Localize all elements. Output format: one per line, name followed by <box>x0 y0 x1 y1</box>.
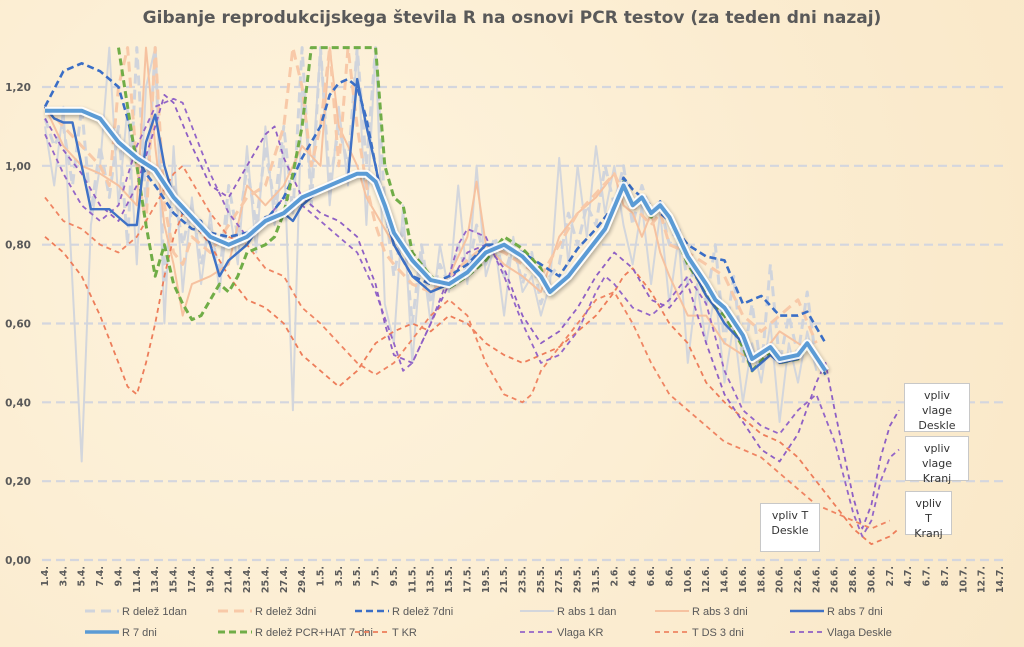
x-tick-label: 25.5. <box>536 566 547 593</box>
x-tick-label: 15.4. <box>169 566 180 593</box>
x-axis: 1.4. 3.4. 5.4. 7.4. 9.4. 11.4. 13.4. 15.4. 17.4.… <box>40 566 1006 593</box>
x-tick-label: 14.7. <box>995 566 1006 593</box>
x-tick-label: 9.5. <box>389 566 400 586</box>
legend-label: Vlaga Deskle <box>827 627 892 639</box>
x-tick-label: 2.6. <box>609 566 620 586</box>
annotation-line2: Kranj <box>914 527 943 540</box>
x-tick-label: 16.6. <box>738 566 749 593</box>
x-tick-label: 20.6. <box>775 566 786 593</box>
x-tick-label: 21.4. <box>224 566 235 593</box>
legend-label: R abs 1 dan <box>557 606 616 618</box>
x-tick-label: 9.4. <box>113 566 124 586</box>
legend: R delež 1dan R delež 3dni R delež 7dni R ab… <box>85 606 892 639</box>
legend-label: R delež 1dan <box>122 606 187 618</box>
legend-label: R delež 7dni <box>392 606 453 618</box>
legend-label: R abs 3 dni <box>692 606 748 618</box>
x-tick-label: 10.6. <box>683 566 694 593</box>
annotation-vlage-kranj: vpliv vlage Kranj <box>905 436 969 485</box>
x-tick-label: 5.4. <box>77 566 88 586</box>
series-line-t-ds-3-dni <box>44 164 891 530</box>
x-tick-label: 13.4. <box>150 566 161 593</box>
y-tick-label: 0,60 <box>5 319 31 331</box>
legend-label: R 7 dni <box>122 627 157 639</box>
x-tick-label: 22.6. <box>793 566 804 593</box>
x-tick-label: 4.7. <box>903 566 914 586</box>
annotation-line2: Deskle <box>918 419 956 432</box>
x-tick-label: 6.7. <box>922 566 933 586</box>
x-tick-label: 29.4. <box>297 566 308 593</box>
legend-label: T DS 3 dni <box>692 627 744 639</box>
annotation-t-deskle: vpliv T Deskle <box>760 503 820 552</box>
x-tick-label: 30.6. <box>866 566 877 593</box>
series-line-vlaga-deskle <box>44 94 900 530</box>
annotation-line1: vpliv T <box>771 509 809 522</box>
series-line-r-7-dni <box>45 108 828 372</box>
x-tick-label: 13.5. <box>426 566 437 593</box>
x-tick-label: 25.4. <box>260 566 271 593</box>
chart-title: Gibanje reprodukcijskega števila R na os… <box>142 8 882 28</box>
x-tick-label: 19.5. <box>481 566 492 593</box>
x-tick-label: 12.7. <box>977 566 988 593</box>
x-tick-label: 23.4. <box>242 566 253 593</box>
y-tick-label: 0,80 <box>5 240 31 252</box>
x-tick-label: 31.5. <box>591 566 602 593</box>
x-tick-label: 5.5. <box>352 566 363 586</box>
series-line-vlaga-kr <box>44 97 900 538</box>
x-tick-label: 24.6. <box>811 566 822 593</box>
series-layer <box>43 46 900 546</box>
y-axis: 0,00 0,20 0,40 0,60 0,80 1,00 1,20 <box>5 82 31 567</box>
annotation-line1: vpliv vlage <box>921 442 953 470</box>
annotation-line1: vpliv vlage <box>921 389 953 417</box>
x-tick-label: 1.4. <box>40 566 51 586</box>
x-tick-label: 7.4. <box>95 566 106 586</box>
x-tick-label: 10.7. <box>958 566 969 593</box>
annotation-line2: Deskle <box>771 524 809 537</box>
annotation-line2: Kranj <box>922 472 952 485</box>
series-line-r-dele-pcr-hat-7-dni <box>117 46 827 373</box>
x-tick-label: 29.5. <box>573 566 584 593</box>
legend-label: T KR <box>392 627 417 639</box>
legend-label: R abs 7 dni <box>827 606 883 618</box>
y-tick-label: 0,00 <box>5 555 31 567</box>
y-tick-label: 1,20 <box>5 82 31 94</box>
x-tick-label: 7.5. <box>371 566 382 586</box>
legend-label: R delež 3dni <box>255 606 316 618</box>
x-tick-label: 12.6. <box>701 566 712 593</box>
annotation-vlage-deskle: vpliv vlage Deskle <box>904 383 970 432</box>
x-tick-label: 17.5. <box>462 566 473 593</box>
y-tick-label: 0,20 <box>5 476 31 488</box>
series-line-t-kr <box>44 212 900 546</box>
x-tick-label: 8.7. <box>940 566 951 586</box>
x-tick-label: 11.5. <box>407 566 418 593</box>
x-tick-label: 21.5. <box>499 566 510 593</box>
annotation-t-kranj: vpliv T Kranj <box>905 491 952 540</box>
x-tick-label: 4.6. <box>628 566 639 586</box>
legend-label: R delež PCR+HAT 7 dni <box>255 627 373 639</box>
x-tick-label: 14.6. <box>720 566 731 593</box>
x-tick-label: 23.5. <box>518 566 529 593</box>
x-tick-label: 11.4. <box>132 566 143 593</box>
x-tick-label: 18.6. <box>756 566 767 593</box>
x-tick-label: 27.5. <box>554 566 565 593</box>
legend-label: Vlaga KR <box>557 627 604 639</box>
x-tick-label: 1.5. <box>315 566 326 586</box>
x-tick-label: 3.4. <box>58 566 69 586</box>
x-tick-label: 17.4. <box>187 566 198 593</box>
series-line-r-dele-3dni <box>43 46 818 344</box>
x-tick-label: 3.5. <box>334 566 345 586</box>
x-tick-label: 15.5. <box>444 566 455 593</box>
y-tick-label: 0,40 <box>5 397 31 409</box>
x-tick-label: 28.6. <box>848 566 859 593</box>
x-tick-label: 19.4. <box>205 566 216 593</box>
x-tick-label: 8.6. <box>664 566 675 586</box>
x-tick-label: 27.4. <box>279 566 290 593</box>
y-tick-label: 1,00 <box>5 161 31 173</box>
x-tick-label: 6.6. <box>646 566 657 586</box>
grid-layer <box>42 85 1005 562</box>
x-tick-label: 26.6. <box>830 566 841 593</box>
annotation-line1: vpliv T <box>915 497 942 525</box>
x-tick-label: 2.7. <box>885 566 896 586</box>
